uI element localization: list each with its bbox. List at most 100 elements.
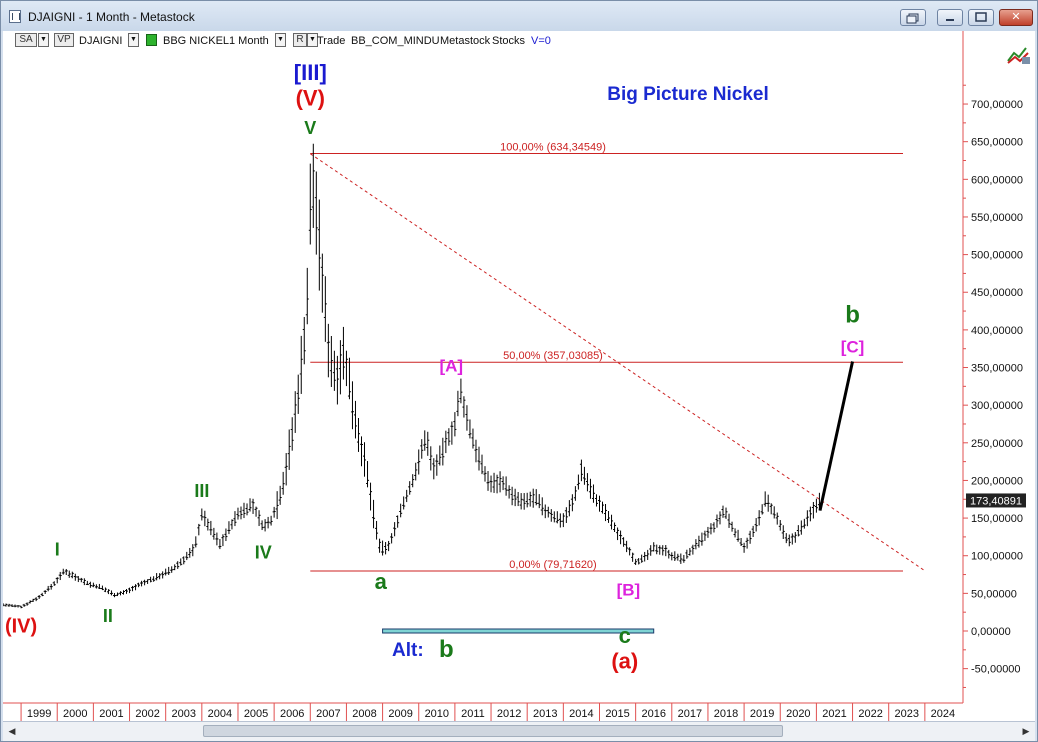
maximize-icon <box>975 12 987 22</box>
alt-label: Alt: <box>392 640 424 661</box>
wave-label: a <box>375 569 388 594</box>
wave-label: [B] <box>617 581 641 600</box>
wave-label: [C] <box>841 337 865 356</box>
x-tick-label: 2001 <box>99 708 123 720</box>
wave-label: (a) <box>611 649 638 674</box>
x-tick-label: 2008 <box>352 708 376 720</box>
y-tick-label: 0,00000 <box>971 626 1011 638</box>
symbol-dropdown[interactable]: ▼ <box>128 33 139 47</box>
x-tick-label: 2002 <box>135 708 159 720</box>
chart-title: Big Picture Nickel <box>607 84 769 105</box>
x-tick-label: 2014 <box>569 708 593 720</box>
price-chart: -50,00000 0,00000 50,00000 100,00000 150,000… <box>3 31 1026 721</box>
wave-label: c <box>619 623 631 648</box>
instrument-label: BBG NICKEL <box>163 35 230 47</box>
wave-label: (IV) <box>5 616 37 638</box>
chart-panel[interactable]: SA ▼ VP DJAIGNI ▼ BBG NICKEL 1 Month ▼ R… <box>3 31 1035 721</box>
y-tick-label: 400,00000 <box>971 325 1023 337</box>
alt-count: Alt: b <box>392 636 454 663</box>
x-tick-label: 2010 <box>425 708 449 720</box>
wave-label: [III] <box>294 60 327 85</box>
price-axis: -50,00000 0,00000 50,00000 100,00000 150,000… <box>963 84 1023 688</box>
volume-label: V=0 <box>531 35 551 47</box>
r-dropdown[interactable]: ▼ <box>307 33 318 47</box>
period-label: 1 Month <box>229 35 269 47</box>
x-tick-label: 2007 <box>316 708 340 720</box>
last-price-value: 173,40891 <box>970 495 1022 507</box>
trendlines <box>310 153 926 634</box>
wave-label: V <box>304 118 316 138</box>
sa-dropdown[interactable]: ▼ <box>38 33 49 47</box>
y-tick-label: 200,00000 <box>971 475 1023 487</box>
x-tick-label: 2013 <box>533 708 557 720</box>
y-tick-label: 150,00000 <box>971 513 1023 525</box>
alt-wave-label: b <box>439 636 454 663</box>
x-tick-label: 2016 <box>641 708 665 720</box>
x-tick-label: 2017 <box>678 708 702 720</box>
trade-label: Trade <box>317 35 346 47</box>
x-tick-label: 2009 <box>388 708 412 720</box>
source-label: BB_COM_MINDU <box>351 35 440 47</box>
x-tick-label: 2011 <box>461 708 485 720</box>
document-icon <box>9 10 21 23</box>
vp-button[interactable]: VP <box>54 33 74 47</box>
y-tick-label: -50,00000 <box>971 664 1021 676</box>
horizontal-scrollbar[interactable]: ◀ ▶ <box>3 721 1035 741</box>
sa-button[interactable]: SA <box>15 33 37 47</box>
fib-level-label: 50,00% (357,03085) <box>503 350 603 362</box>
close-button[interactable]: ✕ <box>999 9 1033 26</box>
last-price-tag: 173,40891 <box>966 493 1026 508</box>
y-tick-label: 50,00000 <box>971 588 1017 600</box>
x-tick-label: 2003 <box>172 708 196 720</box>
r-button[interactable]: R <box>293 33 307 47</box>
x-tick-label: 2012 <box>497 708 521 720</box>
minimize-icon <box>946 19 954 21</box>
x-tick-label: 2004 <box>208 708 232 720</box>
y-tick-label: 450,00000 <box>971 287 1023 299</box>
projection-line <box>818 361 855 511</box>
wave-label: [A] <box>439 356 463 375</box>
x-tick-label: 2000 <box>63 708 87 720</box>
x-tick-label: 2015 <box>605 708 629 720</box>
ohlc-bars <box>3 143 821 609</box>
x-tick-label: 2019 <box>750 708 774 720</box>
x-tick-label: 2024 <box>931 708 955 720</box>
period-dropdown[interactable]: ▼ <box>275 33 286 47</box>
scroll-left-icon[interactable]: ◀ <box>8 726 16 736</box>
wave-label: (V) <box>296 86 325 111</box>
alt-band <box>382 628 655 634</box>
y-tick-label: 550,00000 <box>971 212 1023 224</box>
fibonacci-levels: 100,00% (634,34549) 50,00% (357,03085) 0,0… <box>310 141 903 572</box>
time-axis: 1999 2000 2001 2002 2003 2004 2005 2006 2007 2008… <box>20 703 955 721</box>
x-tick-label: 2021 <box>822 708 846 720</box>
x-tick-label: 2022 <box>858 708 882 720</box>
wave-label: I <box>55 540 60 560</box>
wave-label: III <box>194 481 209 501</box>
maximize-button[interactable] <box>968 9 994 26</box>
wave-label: b <box>845 301 860 328</box>
restore-icon <box>906 13 919 24</box>
minimize-button[interactable] <box>937 9 963 26</box>
y-tick-label: 100,00000 <box>971 551 1023 563</box>
symbol-label: DJAIGNI <box>79 35 123 47</box>
y-tick-label: 600,00000 <box>971 174 1023 186</box>
x-tick-label: 2005 <box>244 708 268 720</box>
title-bar: DJAIGNI - 1 Month - Metastock ✕ <box>1 1 1037 31</box>
scrollbar-thumb[interactable] <box>203 725 783 737</box>
restore-window-button[interactable] <box>900 9 926 26</box>
instrument-color-swatch[interactable] <box>146 34 157 46</box>
x-tick-label: 2018 <box>714 708 738 720</box>
x-tick-label: 1999 <box>27 708 51 720</box>
y-tick-label: 700,00000 <box>971 99 1023 111</box>
x-tick-label: 2020 <box>786 708 810 720</box>
wave-label: IV <box>255 543 272 563</box>
y-tick-label: 300,00000 <box>971 400 1023 412</box>
y-tick-label: 250,00000 <box>971 438 1023 450</box>
chart-settings-icon[interactable] <box>1006 43 1032 67</box>
scroll-right-icon[interactable]: ▶ <box>1022 726 1030 736</box>
wave-label: II <box>103 606 113 626</box>
fib-level-label: 0,00% (79,71620) <box>509 559 596 571</box>
vendor-label: Metastock <box>440 35 491 47</box>
